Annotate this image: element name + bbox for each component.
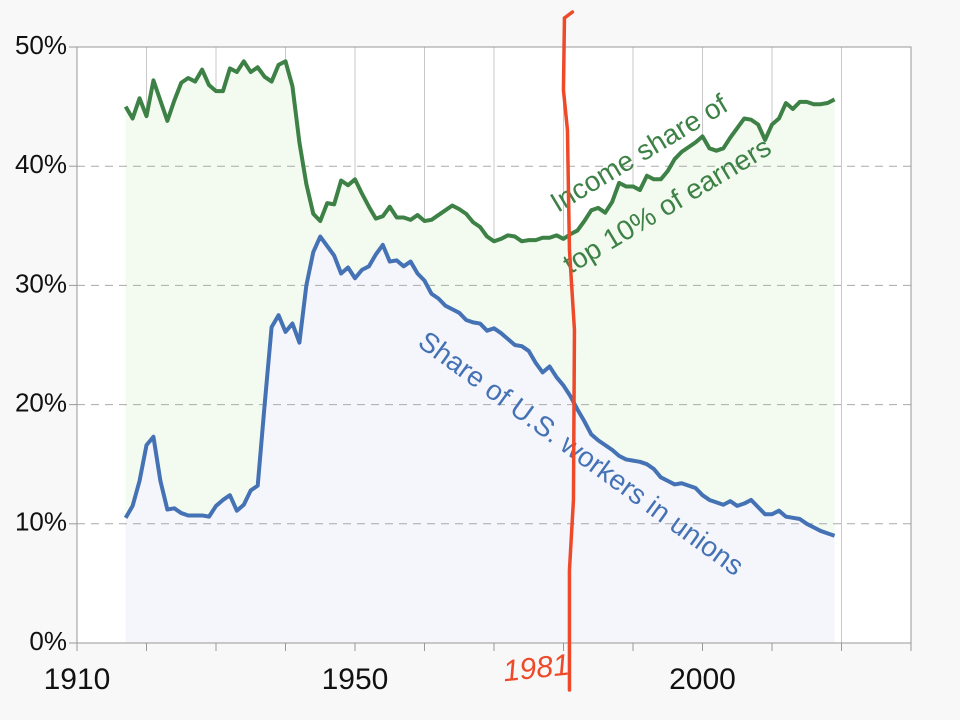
marker-label: 1981 <box>501 649 571 689</box>
x-tick-label: 1910 <box>44 663 111 696</box>
plot-frame <box>76 46 912 644</box>
y-tick-label: 30% <box>15 268 67 298</box>
y-tick-label: 40% <box>15 149 67 179</box>
area <box>125 236 835 643</box>
y-tick-label: 0% <box>29 626 67 656</box>
y-tick-label: 10% <box>15 507 67 537</box>
series-line <box>123 59 836 244</box>
y-tick-label: 50% <box>15 30 67 60</box>
marker-line <box>561 10 577 692</box>
x-tick-label: 2000 <box>669 663 736 696</box>
x-tick-label: 1950 <box>322 663 389 696</box>
series-line <box>123 234 836 538</box>
y-tick-label: 20% <box>15 387 67 417</box>
